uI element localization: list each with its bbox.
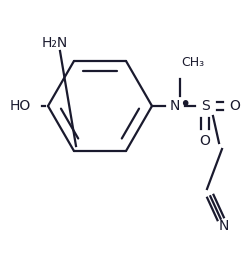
Text: N: N <box>170 99 180 113</box>
Text: S: S <box>201 99 209 113</box>
Text: HO: HO <box>9 99 31 113</box>
Text: N: N <box>219 219 229 233</box>
Text: O: O <box>200 134 210 148</box>
Text: O: O <box>230 99 240 113</box>
Text: H₂N: H₂N <box>42 36 68 50</box>
Text: CH₃: CH₃ <box>182 56 205 69</box>
Text: •: • <box>179 96 191 115</box>
